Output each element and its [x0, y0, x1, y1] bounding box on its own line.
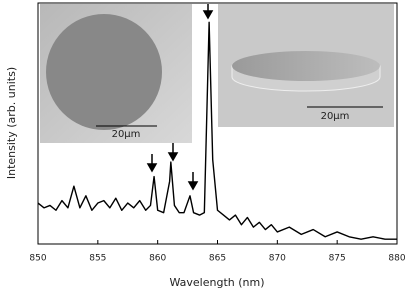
spectrum-line: [37, 21, 397, 240]
arrows: [146, 4, 214, 191]
x-tick-label: 870: [269, 254, 286, 264]
insets: 20μm 20μm: [40, 4, 394, 143]
scale-label: 20μm: [321, 111, 350, 122]
disk-top-view: [46, 14, 162, 130]
x-tick-label: 860: [149, 254, 166, 264]
arrow-head: [167, 152, 179, 162]
disk-side-view: [232, 51, 380, 81]
x-axis-label: Wavelength (nm): [169, 276, 264, 289]
x-tick-label: 855: [89, 254, 106, 264]
scale-label: 20μm: [112, 129, 141, 140]
arrow-head: [202, 10, 214, 20]
x-tick-label: 880: [388, 254, 405, 264]
x-tick-label: 850: [29, 254, 46, 264]
x-tick-label: 875: [329, 254, 346, 264]
arrow-head: [146, 163, 158, 173]
y-axis-label: Intensity (arb. units): [5, 67, 18, 179]
x-tick-label: 865: [209, 254, 226, 264]
arrow-head: [187, 181, 199, 191]
